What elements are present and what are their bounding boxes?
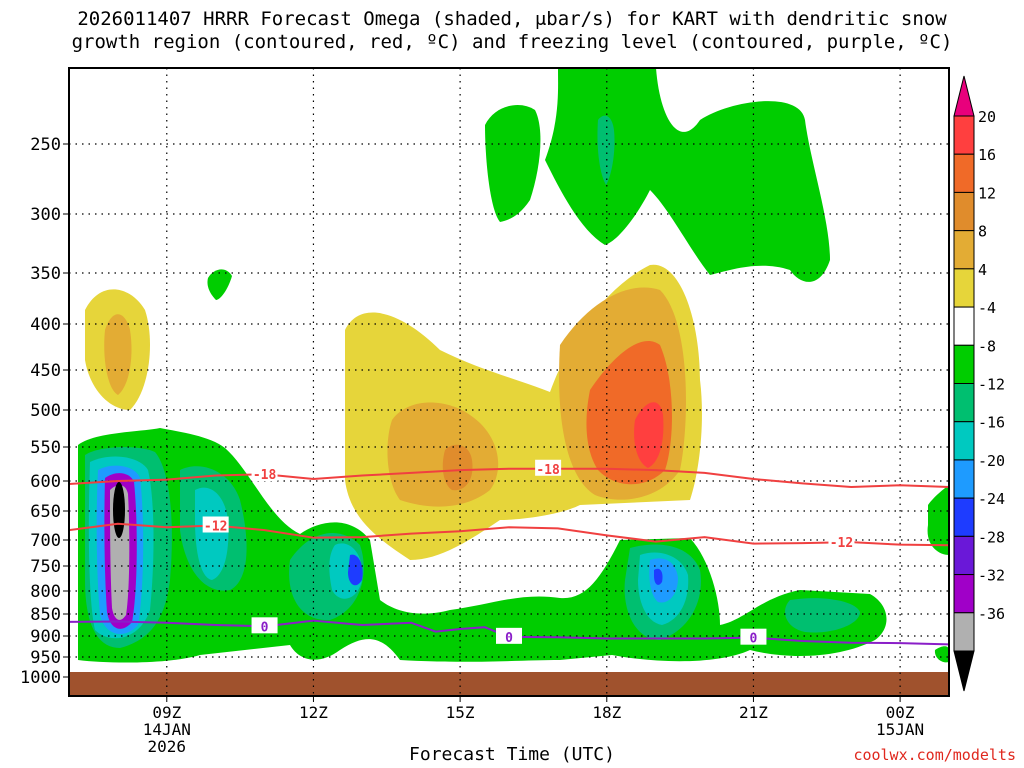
y-tick-label: 400 (30, 315, 61, 335)
colorbar-label: 20 (978, 108, 996, 126)
shading-green-speck (207, 269, 232, 300)
colorbar-segment (953, 535, 975, 576)
shading-teal-far (785, 598, 860, 633)
y-tick-label: 550 (30, 438, 61, 458)
colorbar-segment (953, 153, 975, 193)
ground-strip (69, 672, 949, 696)
colorbar-top-arrow (953, 75, 975, 117)
y-tick-label: 800 (30, 582, 61, 602)
colorbar-label: 16 (978, 146, 996, 164)
contour-lines: -18 -18 -12 -12 0 0 0 (69, 459, 949, 647)
contour-0 (69, 619, 949, 646)
shading-blue-mid2 (348, 554, 363, 586)
y-tick-label: 450 (30, 361, 61, 381)
shading-darkblue-right (654, 568, 663, 585)
x-tick-sublabel2: 2026 (148, 737, 187, 756)
shading-orange-mid1 (442, 444, 473, 491)
shading-lightorange-mid1 (387, 402, 499, 507)
x-tick-sublabel: 15JAN (876, 720, 924, 739)
contour-label-bg (828, 533, 855, 550)
contour-label-bg (202, 516, 229, 533)
omega-shading (78, 68, 949, 663)
x-tick-label: 00Z (886, 703, 915, 722)
contour-label: -12 (204, 520, 227, 535)
shading-green-small (934, 646, 949, 663)
shading-teal-upper (597, 115, 615, 185)
colorbar-label: 4 (978, 261, 987, 279)
y-tick-label: 950 (30, 648, 61, 668)
y-axis-ticks: 2503003504004505005506006507007508008509… (20, 135, 69, 688)
y-tick-label: 350 (30, 264, 61, 284)
chart-title-line1: 2026011407 HRRR Forecast Omega (shaded, … (77, 8, 947, 30)
y-tick-label: 700 (30, 531, 61, 551)
contour-label: 0 (261, 620, 269, 635)
contour-label: -12 (830, 536, 853, 551)
y-tick-label: 900 (30, 627, 61, 647)
colorbar-segment (953, 612, 975, 652)
contour-label: -18 (253, 468, 277, 483)
x-tick-label: 09Z (152, 703, 181, 722)
contour--18 (69, 467, 949, 489)
colorbar-label: -8 (978, 337, 996, 355)
y-tick-label: 1000 (20, 668, 61, 688)
y-tick-label: 850 (30, 605, 61, 625)
x-axis-label: Forecast Time (UTC) (409, 744, 615, 765)
y-tick-label: 600 (30, 472, 61, 492)
shading-green-edge (927, 485, 949, 555)
colorbar-label: -4 (978, 299, 996, 317)
colorbar-label: -12 (978, 376, 1005, 394)
shading-black-core (113, 482, 125, 538)
contour-label-bg (740, 628, 767, 645)
colorbar-segment (953, 421, 975, 461)
x-tick-label: 18Z (592, 703, 621, 722)
chart-title-line2: growth region (contoured, red, ºC) and f… (71, 31, 953, 53)
colorbar-segment (953, 459, 975, 499)
shading-red-mid2 (634, 402, 664, 468)
colorbar-label: -16 (978, 414, 1005, 432)
contour-label-bg (251, 465, 278, 482)
contour-label-bg (535, 459, 562, 476)
colorbar-label: -20 (978, 452, 1005, 470)
colorbar-bottom-arrow (953, 650, 975, 692)
colorbar-label: -32 (978, 567, 1005, 585)
plot-frame (68, 67, 950, 697)
x-tick-sublabel: 14JAN (143, 720, 191, 739)
y-tick-label: 300 (30, 205, 61, 225)
grid-lines (69, 68, 949, 696)
contour-label-bg (496, 627, 522, 644)
colorbar-label: 12 (978, 184, 996, 202)
contour-label: -18 (536, 463, 560, 478)
x-tick-label: 21Z (739, 703, 768, 722)
y-tick-label: 750 (30, 557, 61, 577)
colorbar-segment (953, 344, 975, 384)
colorbar-segment (953, 191, 975, 232)
y-tick-label: 650 (30, 502, 61, 522)
colorbar-label: -24 (978, 490, 1005, 508)
colorbar-label: 8 (978, 223, 987, 241)
y-tick-label: 250 (30, 135, 61, 155)
colorbar-segment (953, 574, 975, 614)
colorbar-segment (953, 268, 975, 308)
colorbar-label: -28 (978, 528, 1005, 546)
y-tick-label: 500 (30, 401, 61, 421)
shading-cyan-mid1 (195, 487, 229, 580)
credit-text: coolwx.com/modelts (853, 746, 1016, 764)
x-tick-label: 12Z (299, 703, 328, 722)
shading-lightorange-small (104, 314, 132, 395)
colorbar-segment (953, 115, 975, 155)
shading-green-upper (545, 68, 830, 282)
x-tick-label: 15Z (446, 703, 475, 722)
colorbar-segment (953, 230, 975, 270)
colorbar-segment (953, 383, 975, 423)
colorbar-label: -36 (978, 605, 1005, 623)
shading-green-upper2 (485, 105, 541, 222)
colorbar-segment (953, 306, 975, 346)
colorbar: 20 16 12 8 4 -4 -8 -12 -16 -20 -24 -28 -32 -36 (953, 75, 1005, 692)
contour-label: 0 (750, 632, 758, 647)
contour-label-bg (251, 617, 278, 634)
colorbar-segment (953, 497, 975, 537)
contour-label: 0 (505, 631, 513, 646)
